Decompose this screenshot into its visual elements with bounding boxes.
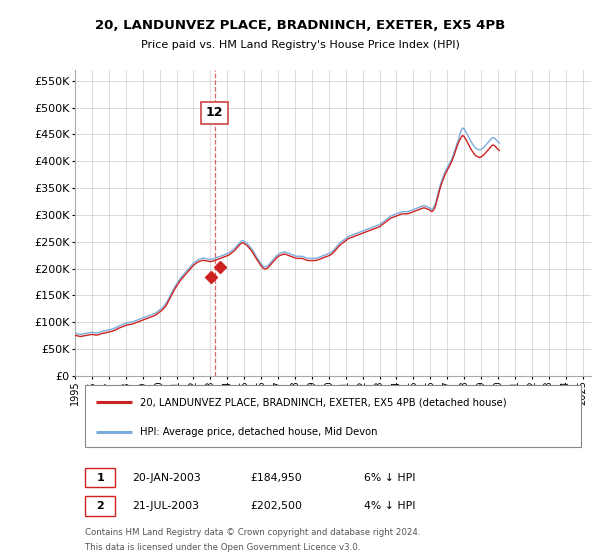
Text: £184,950: £184,950	[250, 473, 302, 483]
Text: Contains HM Land Registry data © Crown copyright and database right 2024.: Contains HM Land Registry data © Crown c…	[85, 528, 421, 536]
FancyBboxPatch shape	[85, 496, 115, 516]
Text: This data is licensed under the Open Government Licence v3.0.: This data is licensed under the Open Gov…	[85, 543, 361, 552]
Text: Price paid vs. HM Land Registry's House Price Index (HPI): Price paid vs. HM Land Registry's House …	[140, 40, 460, 50]
Text: 1: 1	[97, 473, 104, 483]
Text: £202,500: £202,500	[250, 501, 302, 511]
FancyBboxPatch shape	[85, 468, 115, 487]
Text: 12: 12	[206, 106, 223, 119]
FancyBboxPatch shape	[85, 385, 581, 447]
Text: 4% ↓ HPI: 4% ↓ HPI	[364, 501, 415, 511]
Text: HPI: Average price, detached house, Mid Devon: HPI: Average price, detached house, Mid …	[139, 427, 377, 437]
Text: 21-JUL-2003: 21-JUL-2003	[132, 501, 199, 511]
Text: 20, LANDUNVEZ PLACE, BRADNINCH, EXETER, EX5 4PB (detached house): 20, LANDUNVEZ PLACE, BRADNINCH, EXETER, …	[139, 398, 506, 407]
Text: 2: 2	[97, 501, 104, 511]
Text: 20-JAN-2003: 20-JAN-2003	[132, 473, 200, 483]
Text: 20, LANDUNVEZ PLACE, BRADNINCH, EXETER, EX5 4PB: 20, LANDUNVEZ PLACE, BRADNINCH, EXETER, …	[95, 18, 505, 32]
Text: 6% ↓ HPI: 6% ↓ HPI	[364, 473, 415, 483]
